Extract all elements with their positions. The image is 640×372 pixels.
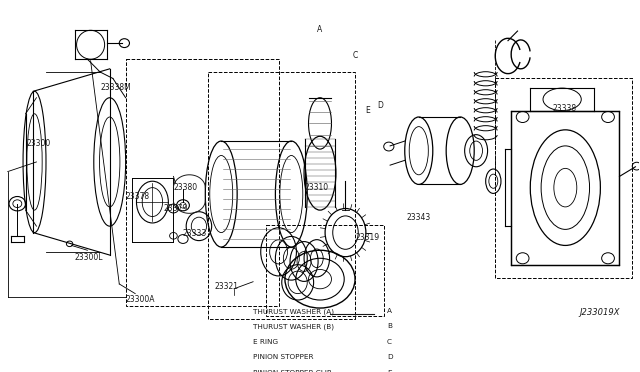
Text: 23380: 23380 <box>173 183 198 192</box>
Text: 23300L: 23300L <box>75 253 103 263</box>
Bar <box>266 225 384 316</box>
Text: 23378: 23378 <box>125 192 150 202</box>
Text: J233019X: J233019X <box>579 308 620 317</box>
Text: A: A <box>387 308 392 314</box>
Text: 23310: 23310 <box>304 183 328 192</box>
Text: 23333: 23333 <box>183 230 207 238</box>
Text: B: B <box>387 324 392 330</box>
Text: A: A <box>317 25 323 35</box>
Text: PINION STOPPER: PINION STOPPER <box>253 354 314 360</box>
Text: 23343: 23343 <box>406 213 430 222</box>
Text: 23321: 23321 <box>215 282 239 291</box>
Text: THURUST WASHER (A): THURUST WASHER (A) <box>253 308 334 315</box>
Text: C: C <box>387 339 392 345</box>
Bar <box>125 59 278 307</box>
Text: THURUST WASHER (B): THURUST WASHER (B) <box>253 324 334 330</box>
Bar <box>495 78 632 278</box>
Text: E: E <box>387 370 392 372</box>
Text: D: D <box>378 101 383 110</box>
Text: 23300A: 23300A <box>125 295 155 304</box>
Text: E: E <box>365 106 370 115</box>
Text: PINION STOPPER CLIP: PINION STOPPER CLIP <box>253 370 332 372</box>
Text: 23338: 23338 <box>552 104 577 113</box>
Text: C: C <box>353 51 358 60</box>
Text: D: D <box>387 354 392 360</box>
Text: 23300: 23300 <box>27 140 51 148</box>
Text: E RING: E RING <box>253 339 278 345</box>
Text: 23319: 23319 <box>355 232 379 241</box>
Bar <box>511 110 620 265</box>
Text: 23379: 23379 <box>164 204 188 213</box>
Bar <box>209 72 355 319</box>
Text: 23338M: 23338M <box>100 83 131 92</box>
